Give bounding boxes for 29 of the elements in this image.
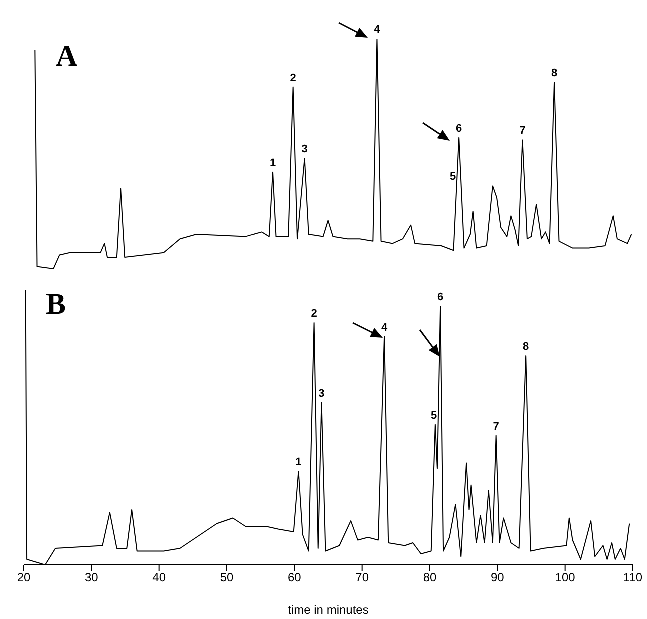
annotation: 6 — [456, 122, 462, 135]
x-tick-label: 80 — [423, 570, 437, 585]
x-axis-title: time in minutes — [288, 603, 369, 617]
x-tick-label: 30 — [84, 570, 99, 585]
annotation: 7 — [520, 125, 526, 138]
annotation: 3 — [302, 144, 308, 156]
annotation: 4 — [374, 24, 382, 36]
annotation: 3 — [318, 388, 325, 400]
x-tick-label: 110 — [623, 570, 643, 585]
x-tick-label: 20 — [17, 570, 31, 585]
x-tick-label: 70 — [356, 570, 370, 585]
x-tick-label: 100 — [555, 570, 576, 585]
annotation: 8 — [523, 341, 530, 353]
annotation: 1 — [270, 157, 276, 170]
annotation: 4 — [381, 322, 388, 334]
x-tick-label: 60 — [288, 570, 302, 585]
annotation: 2 — [290, 72, 296, 84]
annotation: 5 — [450, 171, 456, 184]
annotation: 8 — [551, 68, 558, 80]
annotation: 6 — [437, 292, 444, 304]
x-tick-label: 90 — [490, 570, 505, 585]
annotation: B — [46, 288, 66, 322]
x-tick-label: 50 — [220, 570, 234, 585]
annotation: 5 — [430, 410, 438, 422]
annotation: 1 — [296, 456, 302, 468]
x-tick-label: 40 — [152, 570, 166, 585]
annotation: A — [56, 40, 78, 74]
annotation: 7 — [493, 420, 500, 433]
annotation: 2 — [311, 308, 318, 320]
